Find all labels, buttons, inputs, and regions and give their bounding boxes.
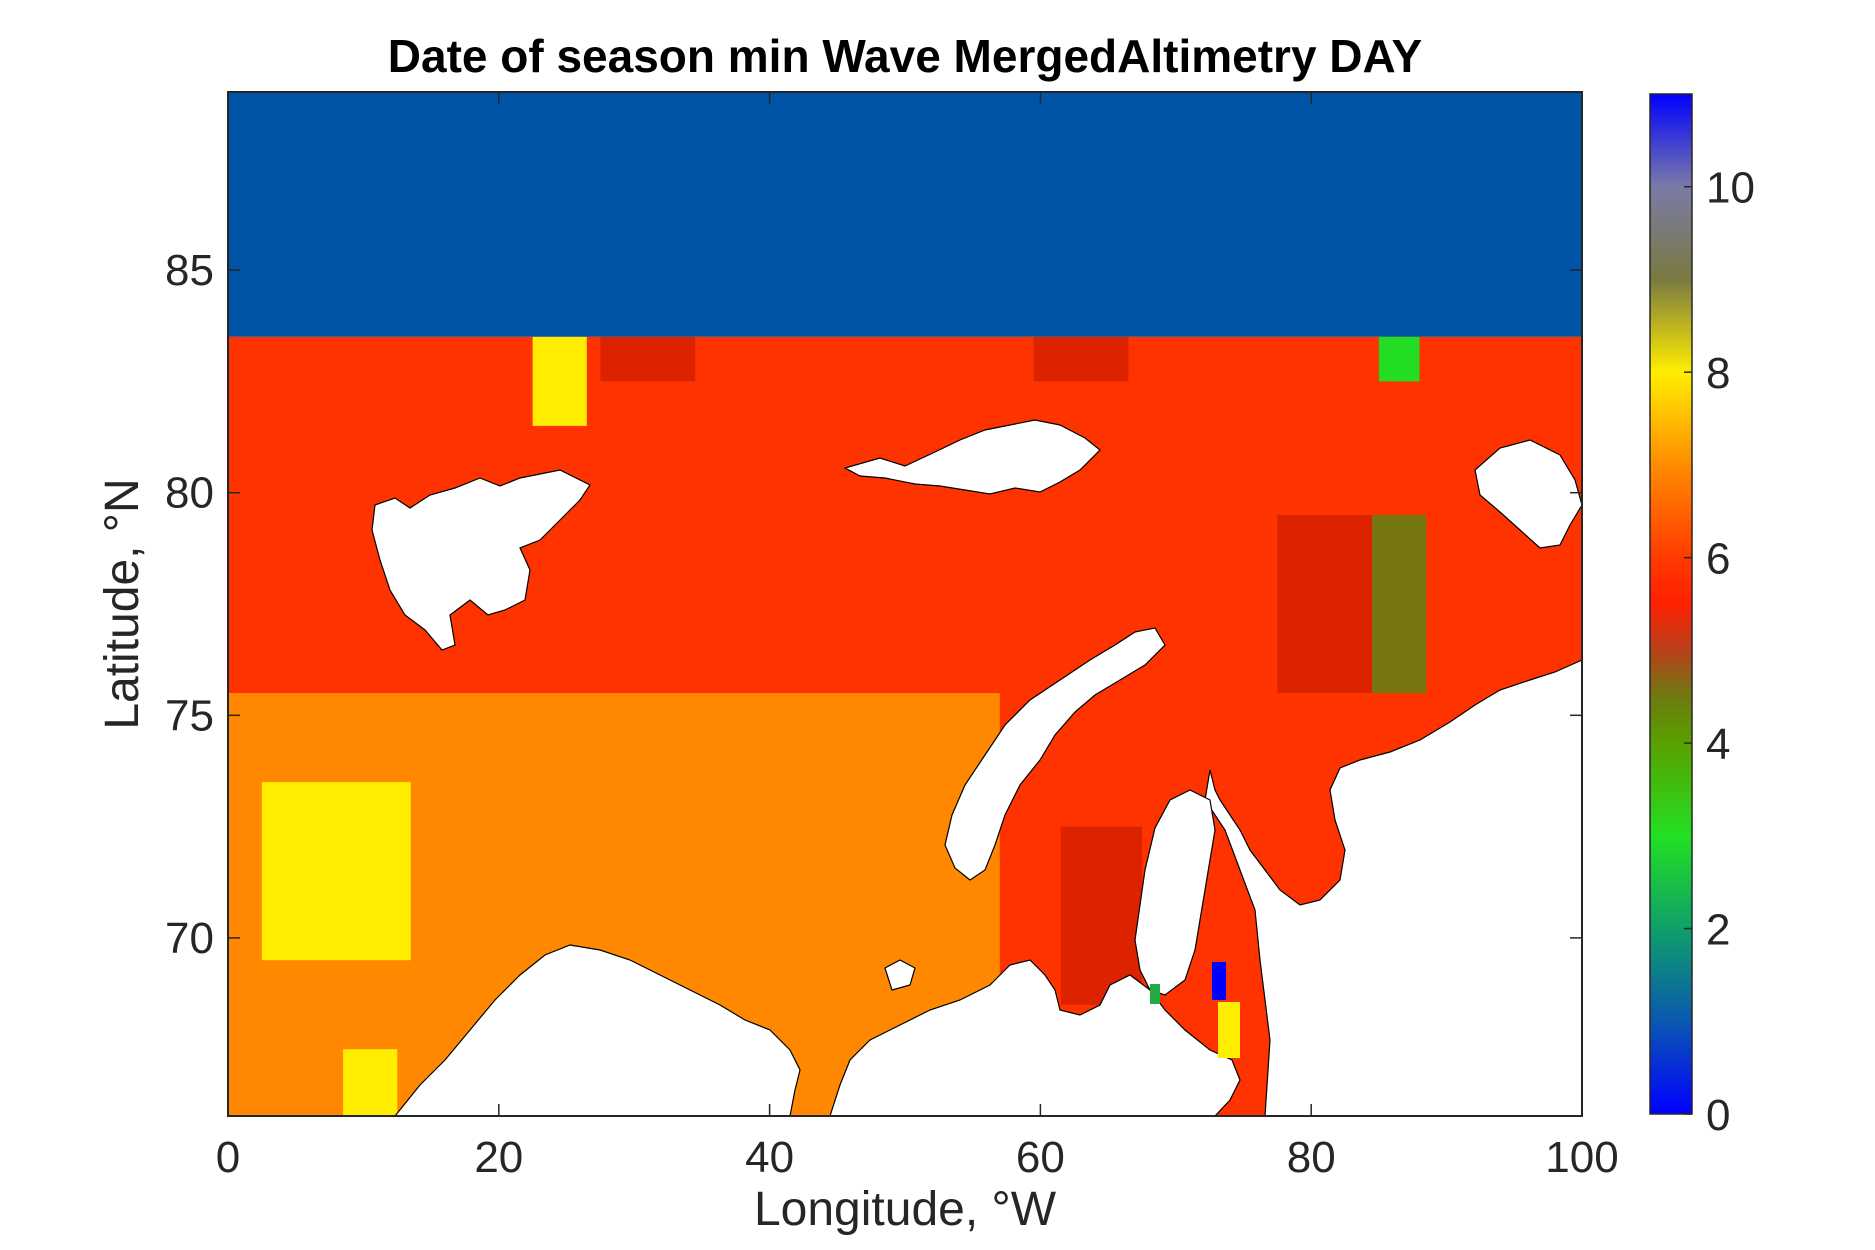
region-north-patch — [532, 336, 587, 426]
y-tick-label: 85 — [165, 246, 214, 295]
coastal-cell-yellow — [1218, 1002, 1240, 1058]
land-severnaya-zemlya — [1474, 439, 1582, 549]
region-dark-red-3 — [1277, 514, 1373, 694]
colorbar-tick-label: 10 — [1706, 164, 1755, 213]
plot-frame — [227, 91, 1583, 1117]
x-tick-label: 0 — [216, 1133, 240, 1182]
colorbar-tick-label: 6 — [1706, 535, 1730, 584]
x-tick-label: 100 — [1545, 1133, 1618, 1182]
region-southwest-patch — [261, 782, 411, 961]
coastal-cell-green — [1150, 984, 1160, 1004]
land-franz-josef — [843, 419, 1101, 495]
land-mask — [371, 419, 1582, 1116]
land-kolguev — [884, 959, 916, 991]
land-svalbard — [371, 469, 591, 651]
colorbar: 0 2 4 6 8 10 — [1649, 93, 1755, 1140]
plot-area — [228, 92, 1582, 1116]
x-axis: 0 20 40 60 80 100 — [216, 92, 1619, 1182]
region-dark-red-1 — [600, 336, 696, 382]
coastal-cell-blue — [1212, 962, 1226, 1000]
region-dark-red-2 — [1033, 336, 1129, 382]
x-tick-label: 40 — [745, 1133, 794, 1182]
y-axis-label: Latitude, °N — [96, 478, 149, 729]
x-tick-label: 60 — [1016, 1133, 1065, 1182]
region-dark-red-4 — [1060, 826, 1142, 1005]
colorbar-tick-label: 0 — [1706, 1091, 1730, 1140]
colorbar-tick-label: 8 — [1706, 349, 1730, 398]
x-axis-label: Longitude, °W — [754, 1183, 1057, 1236]
land-mainland — [394, 944, 1241, 1116]
colorbar-tick-label: 4 — [1706, 720, 1730, 769]
y-tick-label: 75 — [165, 691, 214, 740]
land-taymyr — [1204, 659, 1582, 1116]
y-axis: 70 75 80 85 — [165, 246, 1582, 963]
y-tick-label: 80 — [165, 469, 214, 518]
y-tick-label: 70 — [165, 914, 214, 963]
region-south-patch — [343, 1049, 398, 1116]
land-novaya-zemlya — [944, 627, 1166, 881]
x-tick-label: 80 — [1287, 1133, 1336, 1182]
colorbar-gradient — [1649, 93, 1693, 1115]
land-yamal — [1134, 789, 1216, 996]
x-tick-label: 20 — [474, 1133, 523, 1182]
chart-title: Date of season min Wave MergedAltimetry … — [388, 30, 1422, 82]
region-north-east-patch — [1378, 336, 1420, 382]
region-north-band — [228, 92, 1582, 337]
colorbar-ticks: 0 2 4 6 8 10 — [1684, 164, 1755, 1140]
colorbar-tick-label: 2 — [1706, 906, 1730, 955]
